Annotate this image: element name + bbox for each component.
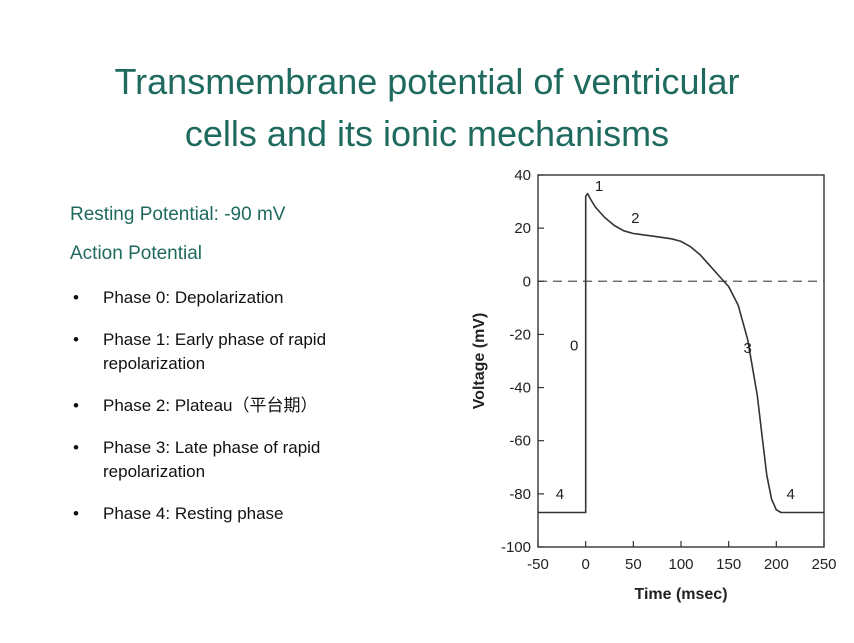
bullet-dot: • [73,288,79,307]
x-tick-label: -50 [527,556,549,573]
phase-annotation: 0 [570,337,578,354]
action-potential-trace [538,192,824,514]
phase-item: • Phase 4: Resting phase [70,502,470,526]
title-line-2: cells and its ionic mechanisms [184,113,670,154]
phase-annotation: 1 [595,178,603,195]
phase-item: • Phase 1: Early phase of rapid repolari… [70,328,470,376]
y-tick-label: -80 [509,486,531,503]
y-axis-label: Voltage (mV) [471,313,488,410]
phase-item: • Phase 0: Depolarization [70,286,470,310]
y-tick-label: -20 [509,326,531,343]
phase-3-text: Phase 3: Late phase of rapid [103,438,321,457]
bullet-dot: • [73,396,79,415]
phase-annotation: 4 [786,486,794,503]
x-tick-label: 250 [811,556,836,573]
y-tick-label: 40 [514,167,531,184]
bullet-dot: • [73,504,79,523]
y-tick-label: -40 [509,380,531,397]
phase-0-text: Phase 0: Depolarization [103,288,284,307]
x-tick-label: 0 [581,556,589,573]
phase-item: • Phase 3: Late phase of rapid repolariz… [70,436,470,484]
y-tick-label: 0 [523,273,531,290]
chart-svg: -50 0 50 100 150 200 25040200-20-40-60-80-100T… [471,167,837,603]
content-area: Resting Potential: -90 mV Action Potenti… [70,204,470,544]
phase-annotation: 3 [744,340,752,357]
slide-title: Transmembrane potential of ventricular c… [0,56,854,160]
y-tick-label: -100 [501,539,531,556]
action-potential-heading: Action Potential [70,243,203,264]
x-tick-label: 100 [668,556,693,573]
phase-3-text-cont: repolarization [103,462,206,481]
y-tick-label: -60 [509,433,531,450]
x-tick-label: 150 [716,556,741,573]
phase-1-text-cont: repolarization [103,354,206,373]
phase-2-text: Phase 2: Plateau（平台期） [103,396,318,415]
x-tick-label: 200 [764,556,789,573]
phase-item: • Phase 2: Plateau（平台期） [70,394,470,418]
x-axis-label: Time (msec) [634,586,727,603]
title-line-1: Transmembrane potential of ventricular [114,61,740,102]
phase-annotation: 2 [631,210,639,227]
phase-4-text: Phase 4: Resting phase [103,504,284,523]
bullet-dot: • [73,438,79,457]
bullet-dot: • [73,330,79,349]
action-potential-chart: -50 0 50 100 150 200 250 40 20 0 -20 -40 -60 -80 -100 T… [452,160,842,610]
phase-annotation: 4 [556,486,564,503]
plot-frame [537,174,825,548]
y-tick-label: 20 [514,220,531,237]
phase-list: • Phase 0: Depolarization • Phase 1: Ear… [70,286,470,526]
phase-1-text: Phase 1: Early phase of rapid [103,330,327,349]
resting-potential: Resting Potential: -90 mV [70,204,286,225]
x-tick-label: 50 [625,556,642,573]
